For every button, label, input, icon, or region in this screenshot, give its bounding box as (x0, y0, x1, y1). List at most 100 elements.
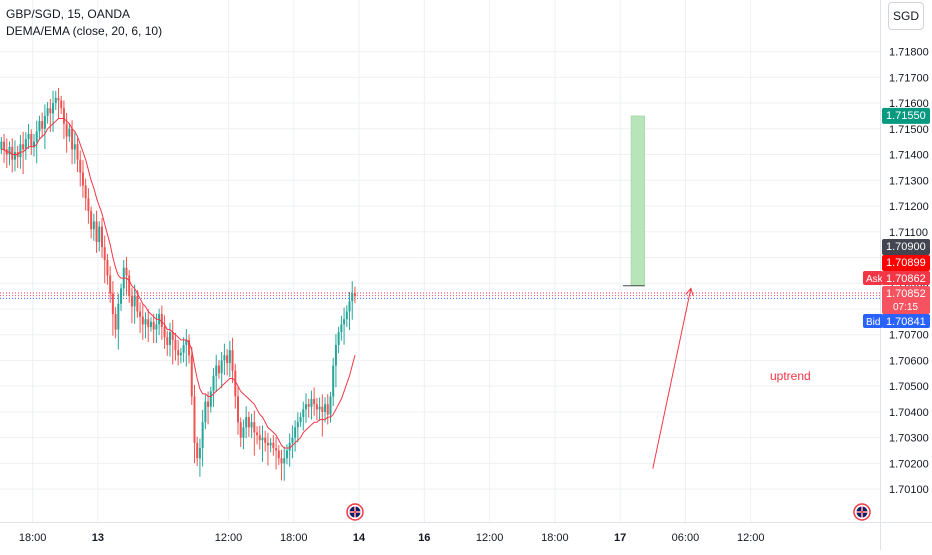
candle-body (212, 375, 215, 392)
grid-lines (0, 0, 880, 522)
candle-body (22, 144, 25, 150)
marker-price-label-text: 1.70899 (886, 257, 926, 269)
candle-body (163, 326, 166, 338)
candle-body (179, 352, 182, 356)
candle-body (207, 401, 210, 407)
time-tick-label: 14 (353, 532, 366, 544)
candle-body (3, 141, 6, 150)
candle-body (144, 319, 147, 325)
candle-body (215, 365, 218, 376)
price-tick-label: 1.71300 (889, 175, 929, 187)
candle-body (109, 275, 112, 294)
candle-body (19, 144, 22, 158)
candle-body (337, 332, 340, 345)
ask-tag-bg (863, 271, 883, 285)
symbol-title[interactable]: GBP/SGD, 15, OANDA (6, 7, 131, 21)
candle-body (315, 404, 318, 410)
uk-flag-event-icon[interactable] (346, 503, 364, 521)
candle-body (139, 311, 142, 317)
target-price-label-bg (882, 107, 930, 124)
candle-body (60, 100, 63, 109)
candle-body (185, 339, 188, 345)
candle-body (38, 121, 41, 132)
time-tick-label: 06:00 (672, 532, 700, 544)
candle-body (87, 198, 90, 212)
candle-body (160, 314, 163, 327)
last-price-bg (882, 286, 930, 314)
crosshair-price-label-text: 1.70900 (886, 241, 926, 253)
bid-tag-text: Bid (866, 317, 880, 328)
candle-body (288, 442, 291, 451)
candle-body (98, 226, 101, 243)
candle-body (272, 442, 275, 448)
uptrend-arrow-head (685, 287, 694, 297)
candle-body (101, 226, 103, 248)
indicator-title[interactable]: DEMA/EMA (close, 20, 6, 10) (6, 24, 163, 38)
time-tick-label: 18:00 (541, 532, 569, 544)
candle-body (76, 144, 79, 160)
candle-body (27, 133, 30, 140)
candle-body (120, 288, 123, 304)
time-tick-label: 18:00 (19, 532, 47, 544)
candle-body (299, 417, 302, 423)
price-tick-label: 1.71100 (889, 227, 928, 239)
candle-body (57, 97, 60, 101)
candle-body (11, 146, 14, 160)
candle-body (228, 350, 231, 364)
target-price-label: 1.71550 (882, 107, 930, 124)
candle-body (111, 293, 114, 315)
candle-body (318, 406, 321, 410)
candle-body (345, 311, 348, 320)
last-price-label: 1.70852 07:15 (882, 286, 930, 314)
candle-body (188, 339, 191, 356)
candle-body (256, 432, 259, 436)
price-tick-label: 1.70100 (889, 484, 929, 496)
crosshair-price-label: 1.70900 (882, 239, 930, 255)
candle-body (285, 450, 288, 459)
candle-body (41, 121, 44, 129)
candle-body (33, 141, 35, 147)
candle-body (258, 435, 261, 441)
time-tick-label: 18:00 (280, 532, 308, 544)
candle-body (245, 417, 248, 428)
candle-body (324, 404, 327, 412)
candle-body (277, 450, 280, 459)
candle-body (182, 345, 185, 353)
candle-body (226, 355, 229, 364)
price-tick-label: 1.70400 (889, 407, 929, 419)
price-tick-label: 1.71500 (889, 124, 929, 136)
candle-body (43, 115, 46, 129)
candle-body (280, 458, 283, 464)
uk-flag-event-icon[interactable] (853, 503, 871, 521)
candle-body (275, 447, 278, 451)
candle-body (269, 442, 272, 446)
price-tick-label: 1.70300 (889, 433, 929, 445)
target-price-label-text: 1.71550 (886, 110, 926, 122)
candle-body (49, 108, 52, 114)
candle-body (296, 422, 299, 428)
candle-body (68, 128, 71, 137)
bid-price-text: 1.70841 (886, 316, 926, 328)
candle-body (155, 324, 158, 330)
candle-body (79, 159, 82, 173)
candles (0, 87, 356, 481)
currency-button[interactable]: SGD (888, 2, 924, 30)
candle-body (71, 128, 74, 150)
candle-body (283, 458, 286, 464)
candle-body (220, 360, 223, 374)
time-tick-label: 12:00 (737, 532, 765, 544)
candle-body (114, 314, 117, 330)
time-axis: 18:00 13 12:00 18:00 14 16 12:00 18:00 17 06:00 12… (19, 532, 765, 544)
candle-body (52, 103, 55, 114)
candle-body (193, 396, 196, 443)
candle-body (329, 396, 332, 415)
bid-label: Bid 1.70841 (863, 314, 930, 328)
candle-body (174, 339, 177, 351)
candle-body (0, 141, 3, 150)
time-tick-label: 12:00 (215, 532, 243, 544)
candle-body (166, 337, 169, 345)
candle-body (65, 123, 68, 137)
ask-price-bg (882, 271, 930, 285)
